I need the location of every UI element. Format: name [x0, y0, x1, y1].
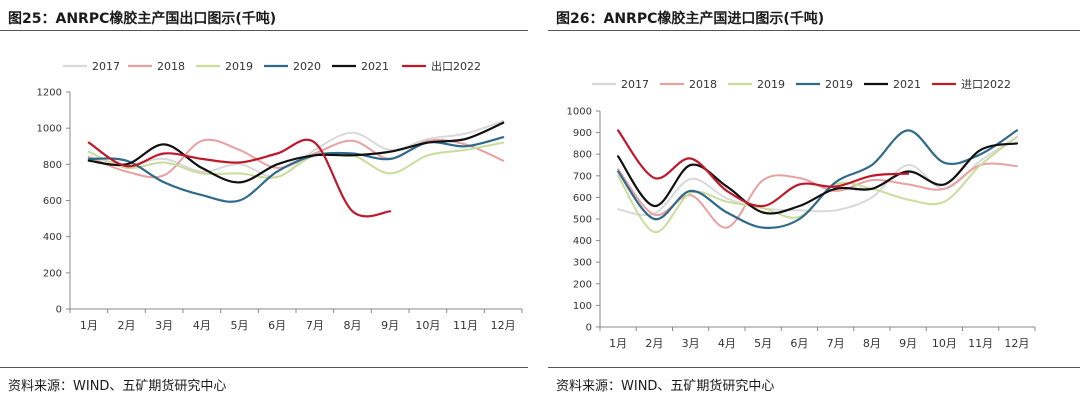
x-tick-label: 10月 — [415, 319, 440, 332]
source-divider — [0, 367, 528, 368]
y-tick-label: 200 — [43, 268, 62, 279]
x-tick-label: 3月 — [155, 319, 173, 332]
x-tick-label: 1月 — [609, 337, 627, 350]
y-tick-label: 0 — [56, 305, 62, 316]
legend-label: 出口2022 — [431, 59, 481, 73]
y-tick-label: 600 — [43, 196, 62, 207]
x-tick-label: 9月 — [381, 319, 399, 332]
series-line-2021 — [87, 121, 505, 184]
series-line-进口2022 — [617, 129, 910, 208]
y-tick-label: 300 — [573, 258, 592, 269]
series-line-2020 — [87, 136, 505, 203]
x-tick-label: 2月 — [118, 319, 136, 332]
x-tick-label: 1月 — [80, 319, 98, 332]
y-tick-label: 700 — [573, 171, 592, 182]
y-tick-label: 1200 — [37, 88, 62, 99]
y-tick-label: 1000 — [37, 124, 62, 135]
import-line-chart: 0 100 200 300 400 500 600 700 800 900 1000 1月 2月 3月 4月… — [567, 78, 1036, 350]
y-tick-label: 500 — [573, 215, 592, 226]
chart-title: 图26：ANRPC橡胶主产国进口图示(千吨) — [556, 11, 825, 27]
legend-label: 2018 — [157, 60, 185, 73]
legend-label: 2021 — [361, 60, 389, 73]
y-tick-label: 0 — [586, 323, 592, 334]
series-line-2019 — [617, 129, 1018, 229]
x-tick-label: 6月 — [268, 319, 286, 332]
legend-label: 2019 — [225, 60, 253, 73]
x-tick-label: 8月 — [863, 337, 881, 350]
x-tick-label: 9月 — [899, 337, 917, 350]
series-line-2021 — [617, 142, 1018, 215]
x-tick-label: 5月 — [754, 337, 772, 350]
x-tick-label: 4月 — [718, 337, 736, 350]
source-note: 资料来源：WIND、五矿期货研究中心 — [8, 379, 227, 394]
x-tick-label: 6月 — [790, 337, 808, 350]
legend-label: 2020 — [293, 60, 321, 73]
source-divider — [548, 367, 1080, 368]
x-tick-label: 12月 — [1004, 337, 1029, 350]
x-tick-label: 8月 — [344, 319, 362, 332]
y-tick-label: 200 — [573, 279, 592, 290]
x-tick-label: 12月 — [491, 319, 516, 332]
chart-title: 图25：ANRPC橡胶主产国出口图示(千吨) — [8, 11, 277, 27]
x-tick-label: 3月 — [682, 337, 700, 350]
import-chart-panel: 图26：ANRPC橡胶主产国进口图示(千吨) 0 100 200 300 400 500 6… — [548, 0, 1080, 403]
x-tick-label: 11月 — [968, 337, 993, 350]
x-tick-label: 7月 — [827, 337, 845, 350]
legend-label: 2017 — [92, 60, 120, 73]
title-divider — [548, 30, 1080, 31]
x-tick-label: 4月 — [193, 319, 211, 332]
x-tick-label: 5月 — [231, 319, 249, 332]
export-chart-panel: 图25：ANRPC橡胶主产国出口图示(千吨) 0 200 400 600 800 1000… — [0, 0, 528, 403]
y-tick-label: 600 — [573, 193, 592, 204]
y-tick-label: 400 — [43, 232, 62, 243]
legend-label: 2018 — [689, 78, 717, 91]
legend-label: 进口2022 — [961, 78, 1011, 91]
series-line-出口2022 — [87, 138, 392, 218]
series-line-2019 — [87, 141, 505, 179]
y-tick-label: 1000 — [567, 107, 592, 118]
x-tick-label: 2月 — [645, 337, 663, 350]
title-divider — [0, 30, 528, 31]
x-tick-label: 7月 — [306, 319, 324, 332]
export-line-chart: 0 200 400 600 800 1000 1200 1月 2月 3月 4月 5月 6月 7月 8月 9月 1… — [37, 59, 523, 332]
y-tick-label: 400 — [573, 236, 592, 247]
y-tick-label: 900 — [573, 128, 592, 139]
y-tick-label: 800 — [43, 160, 62, 171]
x-tick-label: 11月 — [453, 319, 478, 332]
legend-label: 2017 — [621, 78, 649, 91]
y-tick-label: 800 — [573, 150, 592, 161]
legend-label: 2019 — [825, 78, 853, 91]
y-tick-label: 100 — [573, 301, 592, 312]
legend-label: 2019 — [757, 78, 785, 91]
x-tick-label: 10月 — [932, 337, 957, 350]
legend-label: 2021 — [893, 78, 921, 91]
source-note: 资料来源：WIND、五矿期货研究中心 — [556, 379, 775, 394]
